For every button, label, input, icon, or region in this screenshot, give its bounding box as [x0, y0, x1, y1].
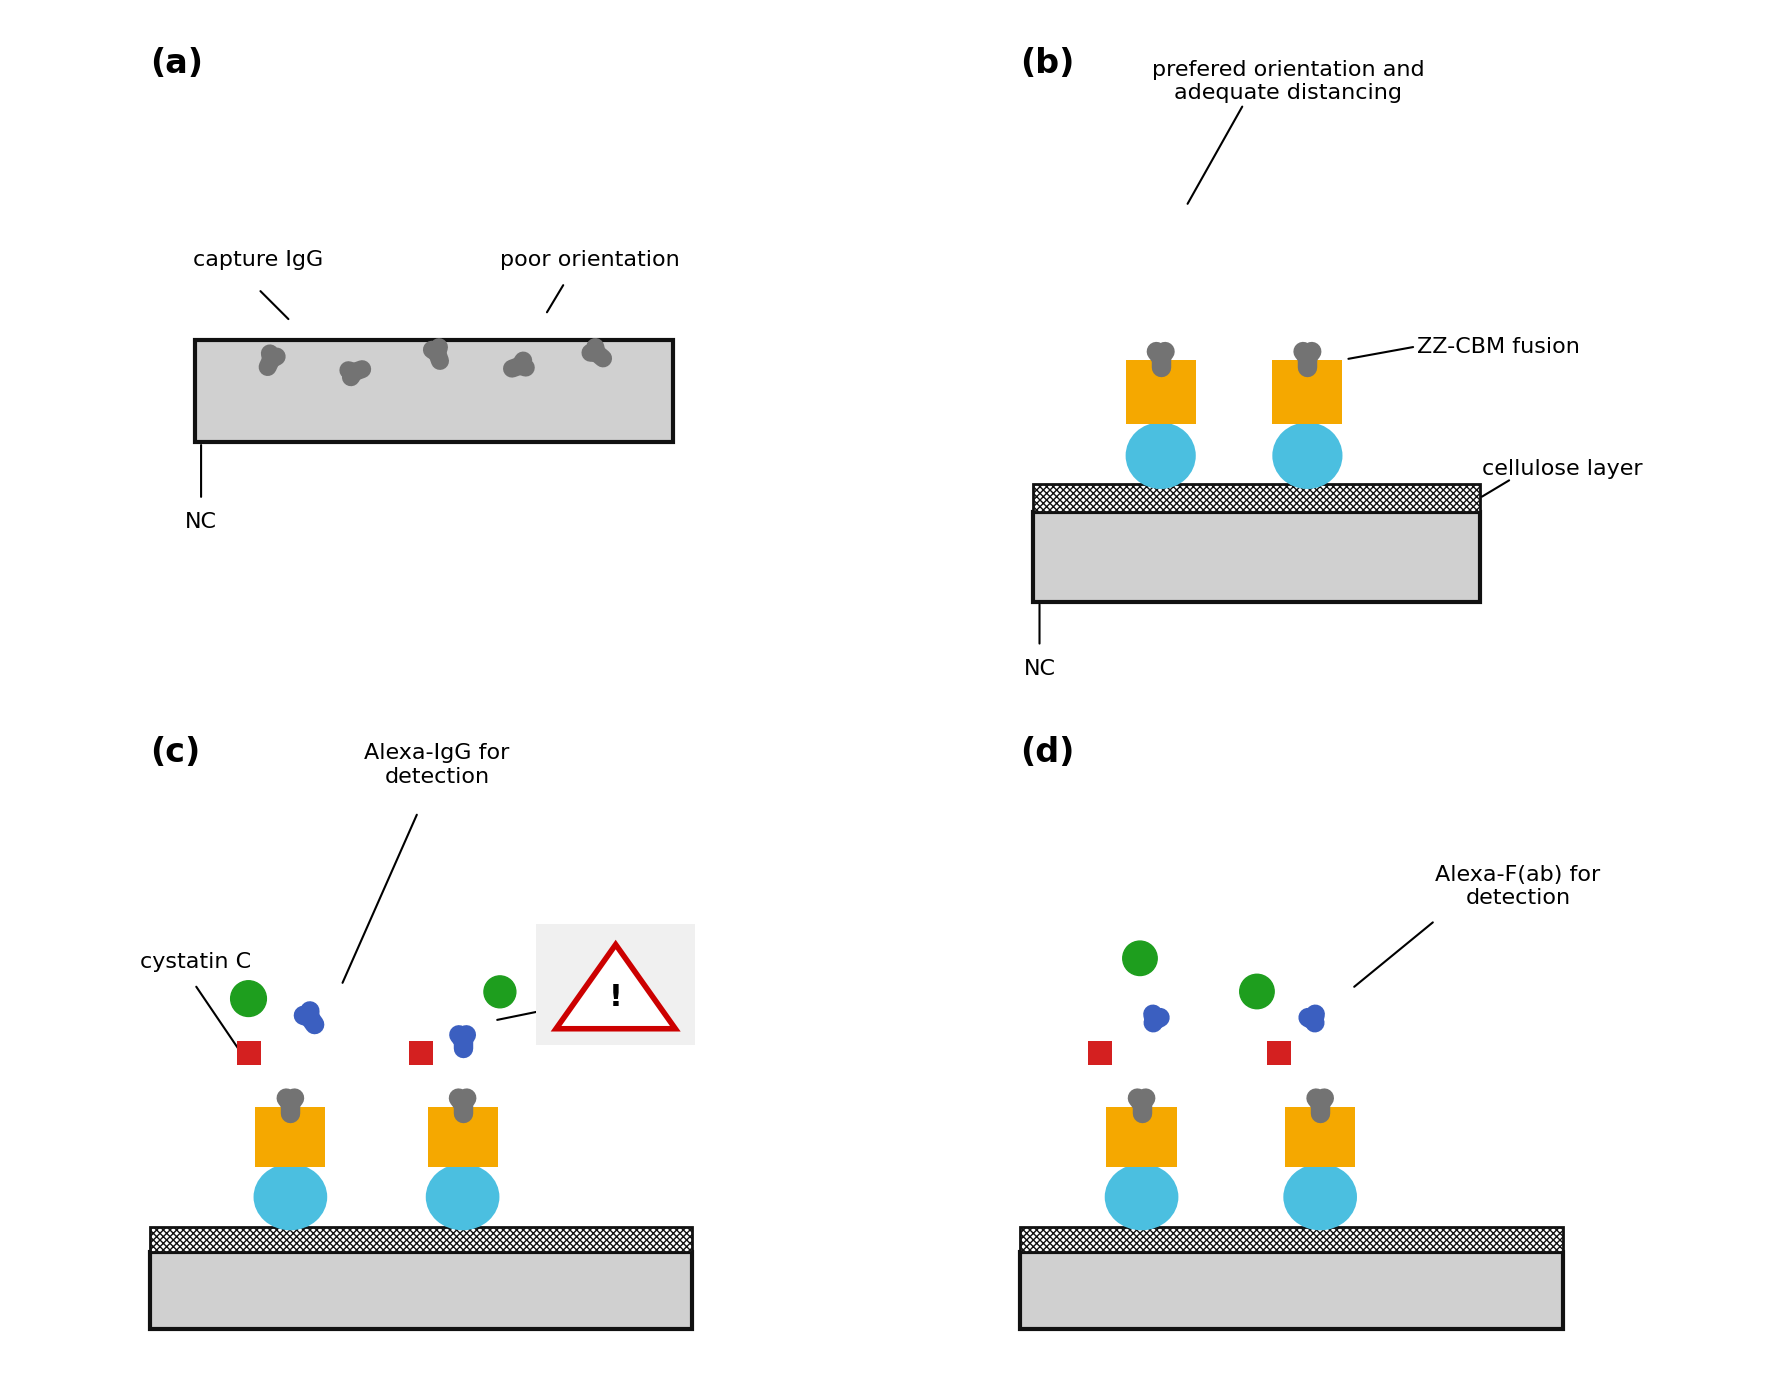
Bar [195, 340, 673, 442]
Bar [1034, 484, 1480, 513]
Polygon shape [556, 944, 676, 1028]
Bar [150, 1252, 692, 1329]
Text: (d): (d) [1020, 735, 1074, 768]
Text: (c): (c) [150, 735, 200, 768]
Bar [237, 1041, 262, 1066]
Ellipse shape [1104, 1164, 1179, 1230]
Bar [1126, 361, 1197, 424]
Circle shape [1239, 974, 1274, 1009]
Ellipse shape [427, 1164, 499, 1230]
Bar [1034, 513, 1480, 601]
Text: !: ! [609, 983, 623, 1012]
Text: cellulose layer: cellulose layer [1481, 459, 1643, 480]
Text: (a): (a) [150, 47, 204, 80]
Text: capture IgG: capture IgG [193, 250, 324, 269]
Bar [1267, 1041, 1290, 1066]
Bar [255, 1107, 326, 1168]
FancyBboxPatch shape [536, 923, 696, 1045]
Ellipse shape [1283, 1164, 1358, 1230]
Bar [1020, 1227, 1563, 1252]
Text: Alexa-F(ab) for
detection: Alexa-F(ab) for detection [1435, 865, 1600, 908]
Text: ZZ-CBM fusion: ZZ-CBM fusion [1418, 337, 1581, 357]
Bar [1020, 1252, 1563, 1329]
Text: poor orientation: poor orientation [501, 250, 680, 269]
Ellipse shape [1273, 423, 1342, 489]
Text: NC: NC [186, 513, 218, 532]
Text: NC: NC [1023, 659, 1055, 679]
Bar [1089, 1041, 1113, 1066]
Text: cystatin C: cystatin C [140, 952, 251, 972]
Bar [428, 1107, 497, 1168]
Ellipse shape [1126, 423, 1197, 489]
Bar [150, 1227, 692, 1252]
Bar [1106, 1107, 1177, 1168]
Text: (b): (b) [1020, 47, 1074, 80]
Circle shape [483, 976, 515, 1007]
Text: prefered orientation and
adequate distancing: prefered orientation and adequate distan… [1152, 59, 1425, 102]
Text: Alexa-IgG for
detection: Alexa-IgG for detection [365, 744, 510, 786]
Circle shape [1122, 941, 1158, 976]
Bar [1273, 361, 1342, 424]
Bar [1285, 1107, 1356, 1168]
Bar [409, 1041, 434, 1066]
Ellipse shape [253, 1164, 327, 1230]
Circle shape [230, 981, 266, 1017]
